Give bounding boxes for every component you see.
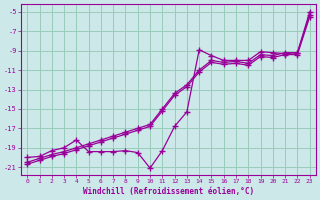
X-axis label: Windchill (Refroidissement éolien,°C): Windchill (Refroidissement éolien,°C) [83, 187, 254, 196]
